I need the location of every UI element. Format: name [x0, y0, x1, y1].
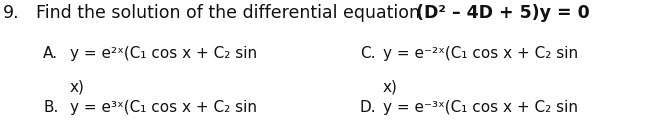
Text: A.: A.: [43, 46, 59, 61]
Text: x): x): [383, 79, 398, 94]
Text: y = e³ˣ(C₁ cos x + C₂ sin: y = e³ˣ(C₁ cos x + C₂ sin: [70, 100, 257, 115]
Text: y = e⁻²ˣ(C₁ cos x + C₂ sin: y = e⁻²ˣ(C₁ cos x + C₂ sin: [383, 46, 578, 61]
Text: (D² – 4D + 5)y = 0: (D² – 4D + 5)y = 0: [416, 4, 590, 22]
Text: C.: C.: [360, 46, 375, 61]
Text: 9.: 9.: [3, 4, 20, 22]
Text: y = e²ˣ(C₁ cos x + C₂ sin: y = e²ˣ(C₁ cos x + C₂ sin: [70, 46, 257, 61]
Text: D.: D.: [360, 100, 376, 115]
Text: y = e⁻³ˣ(C₁ cos x + C₂ sin: y = e⁻³ˣ(C₁ cos x + C₂ sin: [383, 100, 578, 115]
Text: B.: B.: [43, 100, 59, 115]
Text: x): x): [70, 79, 85, 94]
Text: Find the solution of the differential equation: Find the solution of the differential eq…: [25, 4, 426, 22]
